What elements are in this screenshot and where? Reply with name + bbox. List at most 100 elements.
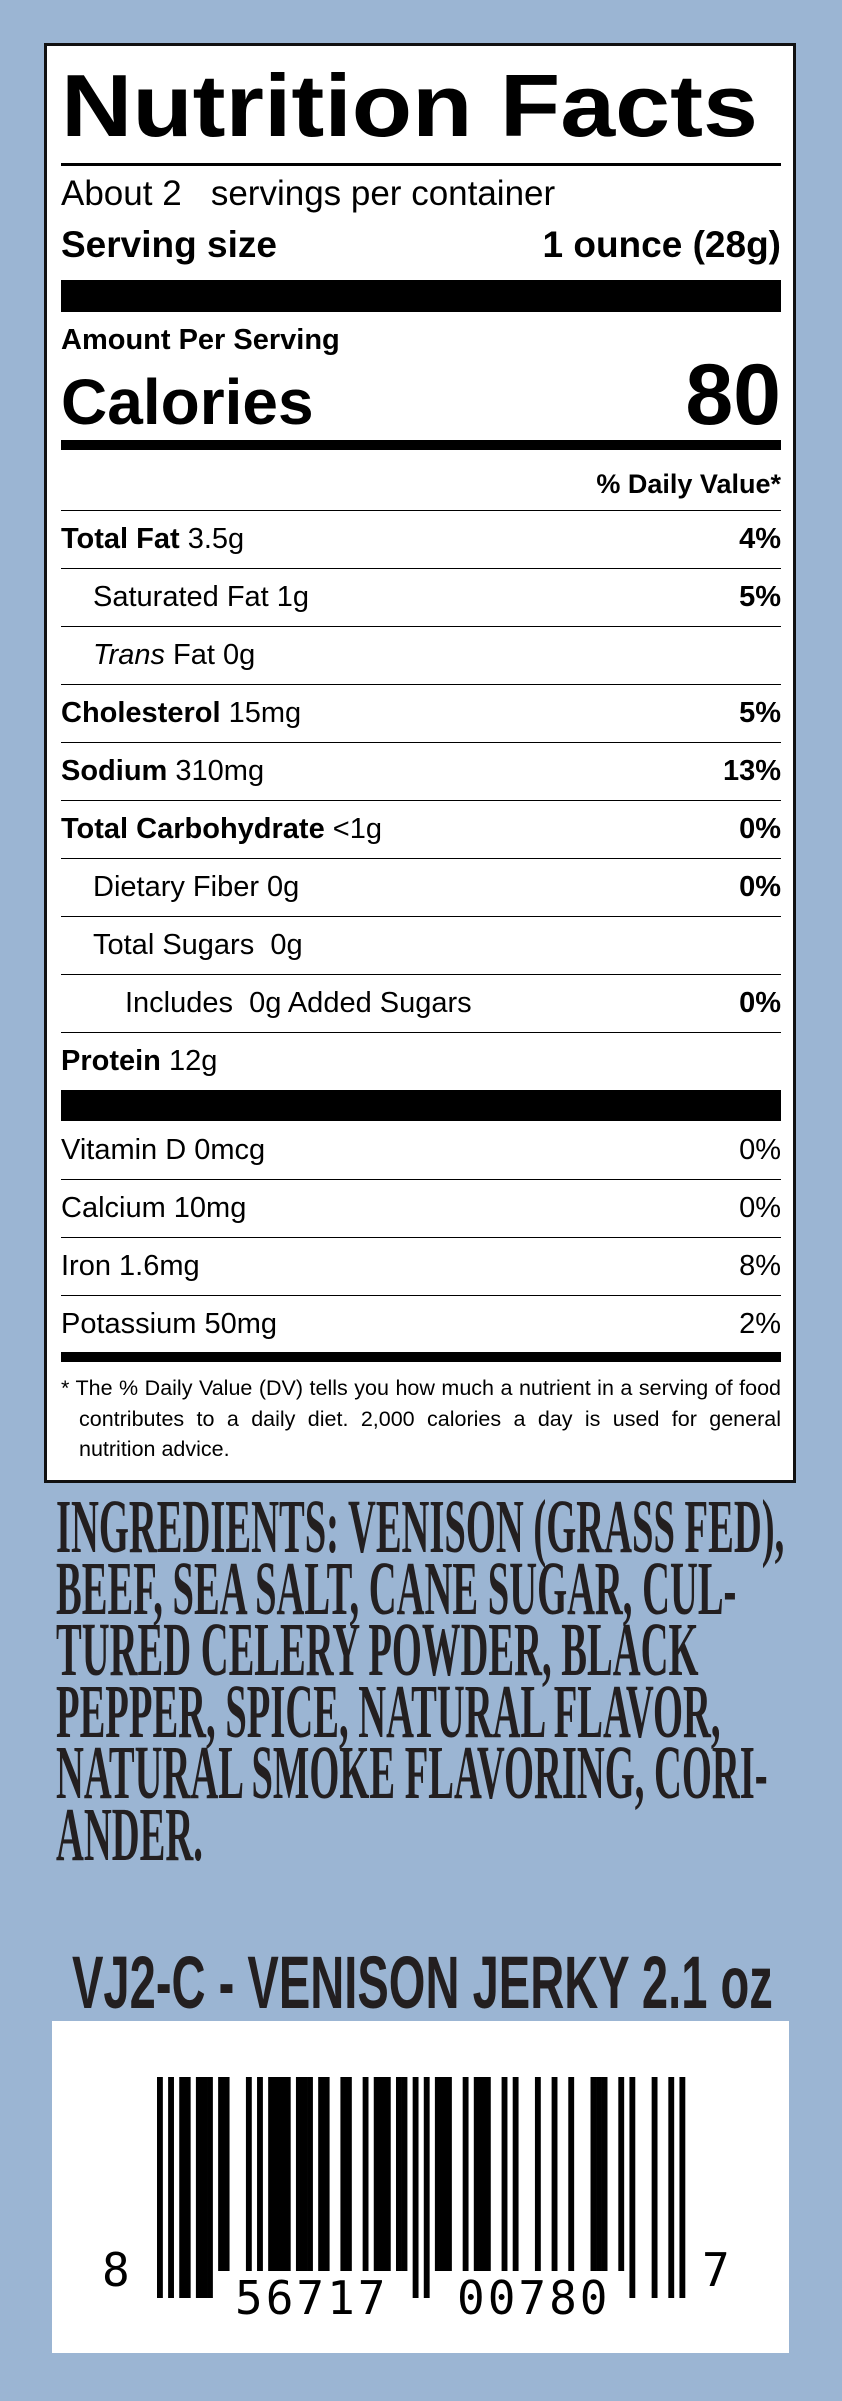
ingredients-line: ANDER. — [56, 1792, 203, 1877]
vitamin-row: Iron 1.6mg 8% — [61, 1237, 781, 1295]
vitamin-daily-value: 2% — [739, 1308, 781, 1340]
ingredients-line: INGREDIENTS: VENISON (GRASS FED), — [56, 1485, 785, 1569]
barcode-bar — [257, 2077, 263, 2271]
nutrient-name: Trans — [93, 639, 165, 671]
ingredients-line: PEPPER, SPICE, NATURAL FLAVOR, — [56, 1669, 721, 1754]
barcode-bar — [168, 2077, 174, 2298]
nutrient-label: Sodium 310mg — [61, 755, 264, 788]
nutrient-daily-value: 13% — [722, 755, 781, 787]
thick-divider — [61, 1090, 781, 1121]
nutrient-label: Total Sugars 0g — [61, 929, 303, 962]
barcode-bar — [423, 2077, 430, 2298]
barcode-bar — [651, 2077, 658, 2298]
barcode-bar — [362, 2077, 369, 2271]
barcode-bar — [512, 2077, 519, 2271]
ingredients-line: TURED CELERY POWDER, BLACK — [56, 1608, 699, 1692]
vitamin-daily-value: 0% — [739, 1192, 781, 1224]
vitamin-name: Iron 1.6mg — [61, 1250, 200, 1282]
barcode-bar — [551, 2077, 558, 2271]
nutrient-amount: Fat 0g — [164, 639, 256, 671]
barcode-left-digits: 56717 — [235, 2271, 389, 2325]
barcode-bar — [157, 2077, 163, 2298]
nutrient-label: Protein 12g — [61, 1045, 217, 1078]
barcode-bar — [440, 2077, 447, 2271]
barcode-bar — [218, 2077, 224, 2271]
calories-value: 80 — [685, 347, 781, 443]
nutrient-amount: 3.5g — [179, 523, 245, 555]
product-name: VJ2-C - VENISON JERKY 2.1 oz — [72, 1941, 773, 2024]
barcode-bar — [345, 2077, 352, 2271]
vitamin-name: Vitamin D 0mcg — [61, 1133, 266, 1166]
nutrient-label: Trans Fat 0g — [61, 639, 255, 672]
serving-size-value: 1 ounce (28g) — [542, 224, 782, 265]
barcode-bar — [373, 2077, 380, 2271]
barcode-bar — [462, 2077, 469, 2271]
daily-value-header: % Daily Value* — [596, 469, 781, 499]
nutrient-row: Total Fat 3.5g 4% — [61, 510, 781, 568]
barcode-bar — [273, 2077, 280, 2271]
nutrient-row: Trans Fat 0g — [61, 626, 781, 684]
barcode-bar — [401, 2077, 408, 2271]
nutrient-label: Includes 0g Added Sugars — [61, 987, 472, 1020]
barcode-bar — [195, 2077, 202, 2298]
nutrient-name: Protein — [61, 1045, 161, 1077]
nutrient-name: Total Carbohydrate — [61, 813, 325, 845]
medium-divider — [61, 1352, 781, 1362]
nutrient-daily-value: 4% — [739, 523, 781, 555]
nutrient-name: Includes 0g Added Sugars — [125, 987, 472, 1019]
nutrient-daily-value: 0% — [739, 871, 781, 903]
barcode-bar — [596, 2077, 602, 2271]
barcode-bar — [279, 2077, 286, 2271]
barcode-bar — [179, 2077, 186, 2298]
nutrient-daily-value: 5% — [739, 581, 781, 613]
amount-per-serving: Amount Per Serving — [61, 324, 340, 356]
ingredients-line: NATURAL SMOKE FLAVORING, CORI- — [56, 1731, 768, 1815]
barcode-bar — [590, 2077, 597, 2271]
nutrient-label: Dietary Fiber 0g — [61, 871, 299, 904]
barcode-last-digit: 7 — [702, 2243, 733, 2297]
barcode-bar — [307, 2077, 313, 2271]
nutrient-label: Total Carbohydrate <1g — [61, 813, 382, 846]
nutrient-amount: 310mg — [167, 755, 265, 787]
vitamin-row: Potassium 50mg 2% — [61, 1295, 781, 1353]
nutrient-row: Protein 12g — [61, 1032, 781, 1090]
barcode-bar — [679, 2077, 686, 2298]
barcode-bar — [318, 2077, 325, 2271]
nutrient-label: Saturated Fat 1g — [61, 581, 309, 614]
nutrient-daily-value: 0% — [739, 987, 781, 1019]
barcode-bar — [484, 2077, 491, 2271]
thick-divider — [61, 280, 781, 312]
servings-per-container: About 2 servings per container — [61, 174, 556, 213]
barcode-bar — [184, 2077, 191, 2298]
nutrient-row: Total Carbohydrate <1g 0% — [61, 800, 781, 858]
barcode-bar — [618, 2077, 625, 2271]
barcode-bar — [245, 2077, 252, 2271]
nutrient-name: Total Fat — [61, 523, 180, 555]
nutrient-label: Cholesterol 15mg — [61, 697, 301, 730]
nutrient-name: Total Sugars 0g — [93, 929, 303, 961]
calories-label: Calories — [61, 366, 314, 438]
barcode-bar — [395, 2077, 402, 2271]
vitamin-name: Calcium 10mg — [61, 1192, 247, 1224]
barcode-bar — [501, 2077, 508, 2271]
barcode-bar — [301, 2077, 308, 2271]
barcode-bar — [601, 2077, 608, 2271]
nutrient-name: Dietary Fiber 0g — [93, 871, 300, 903]
vitamin-row: Vitamin D 0mcg 0% — [61, 1121, 781, 1179]
barcode-first-digit: 8 — [102, 2243, 133, 2297]
nutrient-name: Saturated Fat 1g — [93, 581, 310, 613]
daily-value-footnote: * The % Daily Value (DV) tells you how m… — [61, 1376, 781, 1461]
nutrient-amount: 12g — [160, 1045, 218, 1077]
nutrient-label: Total Fat 3.5g — [61, 523, 244, 556]
nutrient-amount: 15mg — [220, 697, 302, 729]
barcode-bar — [384, 2077, 391, 2271]
vitamin-daily-value: 0% — [739, 1133, 781, 1166]
barcode-bar — [534, 2077, 541, 2271]
nutrient-daily-value: 5% — [739, 697, 781, 729]
nutrient-row: Dietary Fiber 0g 0% — [61, 858, 781, 916]
barcode-bar — [412, 2077, 419, 2298]
barcode-bar — [668, 2077, 675, 2298]
vitamin-name: Potassium 50mg — [61, 1308, 277, 1340]
barcode-bar — [434, 2077, 441, 2271]
nutrient-name: Cholesterol — [61, 697, 221, 729]
